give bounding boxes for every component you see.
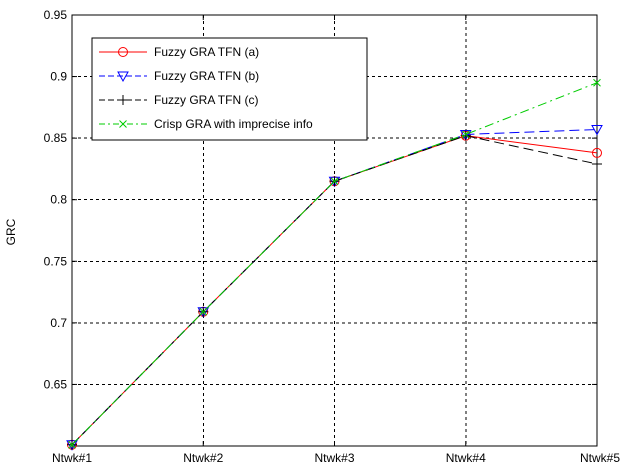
x-tick-label: Ntwk#2 [183,451,223,465]
data-point [330,177,339,186]
legend-item: Crisp GRA with imprecise info [99,117,313,131]
series-4 [68,78,601,449]
legend-label: Fuzzy GRA TFN (a) [154,45,259,59]
legend-marker [118,47,128,57]
x-tick-label: Ntwk#4 [446,451,486,465]
x-tick-label: Ntwk#5 [580,451,620,465]
series-line [71,135,598,446]
data-point [593,78,601,87]
legend-item: Fuzzy GRA TFN (a) [99,45,259,59]
legend: Fuzzy GRA TFN (a) Fuzzy GRA TFN (b) Fuzzy … [91,37,368,141]
data-point [68,440,76,449]
y-tick-label: 0.75 [44,254,68,268]
plot-frame [71,14,598,447]
y-axis-label: GRC [4,218,18,245]
data-point [592,159,602,170]
data-point [591,125,603,136]
series-layer [66,78,603,451]
y-tick-label: 0.8 [50,193,67,207]
x-tick-label: Ntwk#1 [52,451,92,465]
legend-item: Fuzzy GRA TFN (c) [99,93,258,107]
y-tick-label: 0.9 [50,70,67,84]
y-tick-label: 0.7 [50,316,67,330]
y-tick-label: 0.65 [44,377,68,391]
legend-marker [118,95,128,105]
legend-item: Fuzzy GRA TFN (b) [99,69,259,83]
axes [71,14,598,447]
legend-marker [119,120,127,128]
data-point [199,307,208,316]
series-line [71,82,598,446]
legend-label: Fuzzy GRA TFN (b) [154,69,259,83]
tick-labels: 0.65 0.7 0.75 0.8 0.85 0.9 0.95 Ntwk#1 Ntwk#2 Ntw… [44,8,620,465]
x-tick-label: Ntwk#3 [314,451,354,465]
legend-box [91,37,368,141]
data-point [461,130,470,139]
y-tick-label: 0.95 [44,8,68,22]
data-point [592,147,602,158]
legend-label: Fuzzy GRA TFN (c) [154,93,258,107]
legend-label: Crisp GRA with imprecise info [154,117,313,131]
y-tick-label: 0.85 [44,131,68,145]
legend-marker [117,71,129,83]
